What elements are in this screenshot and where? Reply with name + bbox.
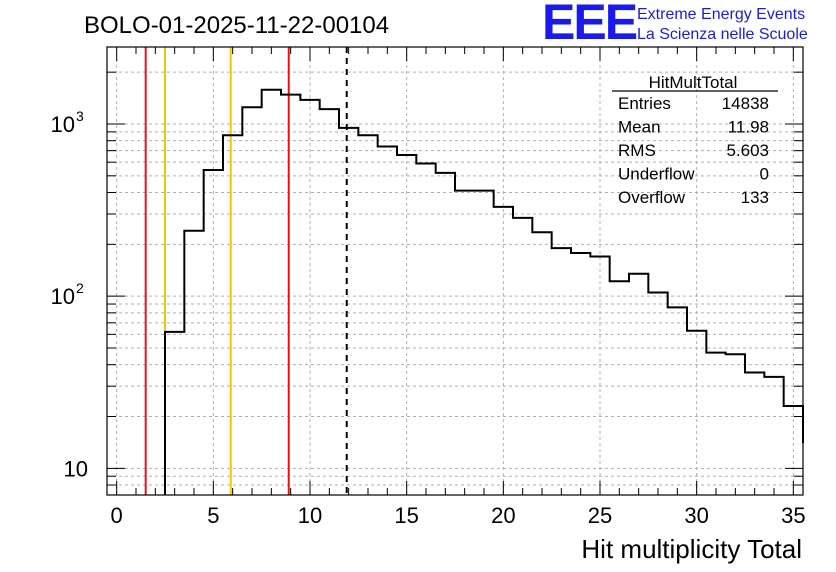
- chart-title: BOLO-01-2025-11-22-00104: [84, 12, 389, 39]
- histogram-bin: [397, 155, 416, 495]
- stats-title: HitMultTotal: [649, 73, 738, 92]
- histogram-bin: [262, 90, 281, 495]
- y-tick-label: 10: [64, 456, 88, 481]
- stats-label: Overflow: [618, 188, 686, 207]
- histogram-outline: [164, 88, 804, 495]
- x-tick-label: 10: [298, 503, 322, 528]
- x-axis-tick-labels: 0 5 10 15 20 25 30 35: [111, 503, 806, 528]
- histogram-bin: [281, 95, 300, 495]
- y-tick-label: 10: [51, 112, 75, 137]
- histogram-bin: [339, 128, 358, 495]
- histogram-bin: [223, 135, 242, 495]
- histogram-series: [164, 88, 804, 495]
- stats-label: Mean: [618, 118, 661, 137]
- x-axis-title: Hit multiplicity Total: [581, 534, 802, 564]
- histogram-bin: [571, 253, 590, 495]
- x-tick-label: 35: [781, 503, 805, 528]
- stats-label: RMS: [618, 141, 656, 160]
- stats-value: 133: [741, 188, 769, 207]
- histogram-bin: [474, 191, 493, 495]
- y-tick-exponent: 3: [76, 108, 84, 124]
- y-tick-exponent: 2: [76, 280, 84, 296]
- logo-mark: EEE: [542, 0, 637, 50]
- histogram-bin: [532, 232, 551, 495]
- histogram-bin: [494, 207, 513, 495]
- histogram-bin: [706, 353, 725, 495]
- histogram-bin: [687, 331, 706, 495]
- histogram-bin: [184, 231, 203, 495]
- histogram-bin: [204, 170, 223, 495]
- plot-frame: [106, 46, 804, 496]
- histogram-bin: [242, 107, 261, 495]
- x-tick-label: 0: [111, 503, 123, 528]
- stats-label: Underflow: [618, 165, 695, 184]
- x-tick-label: 5: [207, 503, 219, 528]
- histogram-bin: [610, 281, 629, 495]
- histogram-bin: [648, 293, 667, 495]
- x-tick-label: 25: [588, 503, 612, 528]
- stats-value: 5.603: [726, 141, 769, 160]
- axis-ticks: [107, 47, 803, 496]
- stats-box: HitMultTotal Entries 14838 Mean 11.98 RMS 5.6…: [612, 73, 778, 207]
- histogram-bin: [165, 332, 184, 495]
- histogram-bin: [590, 256, 609, 495]
- histogram-bin: [513, 218, 532, 495]
- histogram-bin: [300, 100, 319, 495]
- histogram-bin: [552, 248, 571, 495]
- stats-value: 0: [760, 165, 769, 184]
- logo-line1: Extreme Energy Events: [637, 6, 805, 23]
- logo-line2: La Scienza nelle Scuole: [637, 26, 808, 43]
- histogram-bin: [629, 274, 648, 495]
- eee-logo: EEE Extreme Energy Events La Scienza nel…: [542, 0, 808, 50]
- stats-value: 14838: [722, 94, 769, 113]
- histogram-bin: [764, 377, 783, 495]
- histogram-bin: [320, 109, 339, 495]
- histogram-bin: [436, 173, 455, 495]
- stats-value: 11.98: [728, 118, 769, 137]
- stats-label: Entries: [618, 94, 671, 113]
- histogram-bin: [416, 163, 435, 495]
- histogram-bin: [745, 373, 764, 495]
- histogram-bin: [726, 354, 745, 495]
- grid: [107, 47, 803, 496]
- x-tick-label: 15: [394, 503, 418, 528]
- x-tick-label: 30: [684, 503, 708, 528]
- histogram-bin: [378, 147, 397, 495]
- histogram-bin: [668, 307, 687, 495]
- histogram-bin: [455, 191, 474, 495]
- y-tick-label: 10: [51, 284, 75, 309]
- x-tick-label: 20: [491, 503, 515, 528]
- histogram-bin: [358, 135, 377, 495]
